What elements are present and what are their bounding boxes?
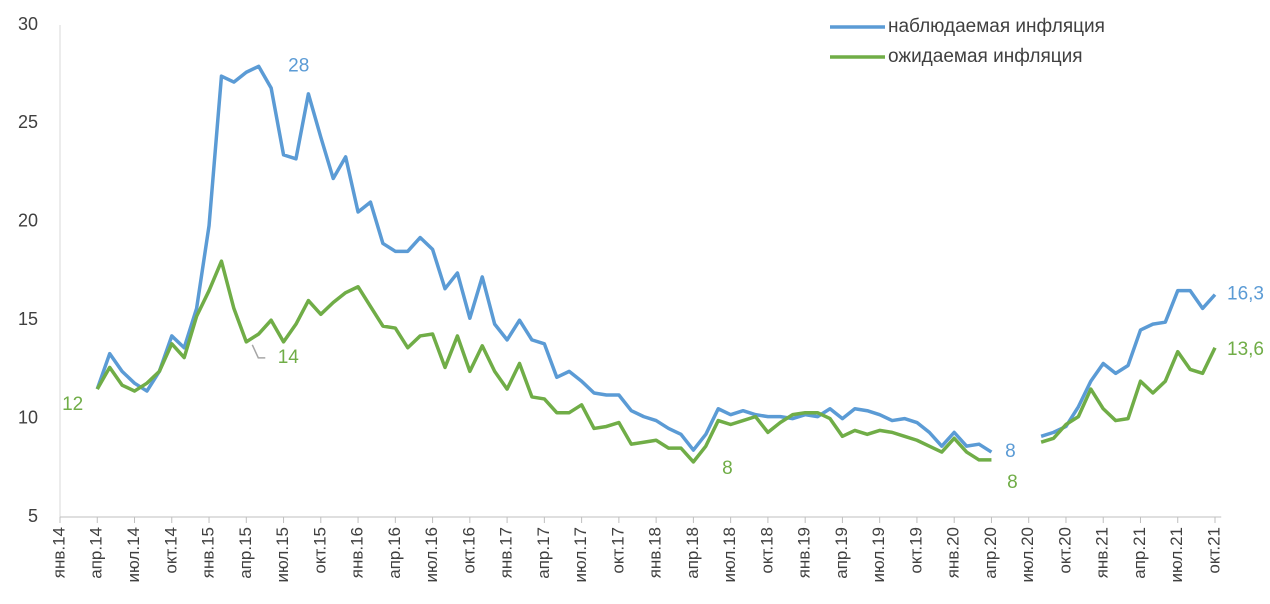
x-tick-label: июл.18 bbox=[720, 527, 739, 582]
x-tick-label: янв.15 bbox=[199, 527, 218, 578]
x-tick-label: апр.18 bbox=[683, 527, 702, 579]
data-label: 8 bbox=[1005, 441, 1016, 462]
x-tick-label: окт.21 bbox=[1204, 527, 1223, 574]
x-tick-label: окт.16 bbox=[459, 527, 478, 574]
legend-label: наблюдаемая инфляция bbox=[888, 16, 1105, 37]
x-tick-label: янв.20 bbox=[944, 527, 963, 578]
x-tick-label: июл.17 bbox=[571, 527, 590, 582]
data-label: 16,3 bbox=[1227, 284, 1264, 305]
data-label: 28 bbox=[288, 55, 309, 76]
x-tick-label: окт.18 bbox=[757, 527, 776, 574]
x-tick-label: июл.16 bbox=[422, 527, 441, 582]
x-tick-label: июл.15 bbox=[273, 527, 292, 582]
y-tick-label: 5 bbox=[28, 506, 38, 526]
data-label: 13,6 bbox=[1227, 339, 1264, 360]
x-tick-label: апр.21 bbox=[1130, 527, 1149, 579]
x-tick-label: окт.15 bbox=[310, 527, 329, 574]
x-tick-label: июл.14 bbox=[124, 527, 143, 582]
x-tick-label: апр.16 bbox=[385, 527, 404, 579]
y-tick-label: 20 bbox=[18, 211, 38, 231]
series-line bbox=[95, 64, 1217, 454]
data-label: 8 bbox=[722, 458, 733, 479]
data-label: 12 bbox=[62, 394, 83, 415]
x-tick-label: окт.20 bbox=[1055, 527, 1074, 574]
x-tick-label: июл.19 bbox=[869, 527, 888, 582]
y-tick-label: 25 bbox=[18, 112, 38, 132]
x-tick-label: апр.17 bbox=[534, 527, 553, 579]
y-tick-label: 30 bbox=[18, 14, 38, 34]
x-tick-label: июл.21 bbox=[1167, 527, 1186, 582]
x-tick-label: окт.14 bbox=[161, 527, 180, 574]
x-tick-label: янв.21 bbox=[1093, 527, 1112, 578]
x-tick-label: июл.20 bbox=[1018, 527, 1037, 582]
data-label: 8 bbox=[1007, 472, 1018, 493]
x-tick-label: янв.19 bbox=[795, 527, 814, 578]
x-tick-label: апр.20 bbox=[981, 527, 1000, 579]
x-tick-label: янв.17 bbox=[497, 527, 516, 578]
y-tick-label: 10 bbox=[18, 407, 38, 427]
x-tick-label: окт.19 bbox=[906, 527, 925, 574]
legend-label: ожидаемая инфляция bbox=[888, 46, 1083, 67]
x-tick-label: апр.15 bbox=[236, 527, 255, 579]
y-tick-label: 15 bbox=[18, 309, 38, 329]
x-tick-label: окт.17 bbox=[608, 527, 627, 574]
x-tick-label: янв.16 bbox=[348, 527, 367, 578]
x-tick-label: апр.14 bbox=[87, 527, 106, 579]
x-tick-label: апр.19 bbox=[832, 527, 851, 579]
x-tick-label: янв.18 bbox=[646, 527, 665, 578]
data-label: 14 bbox=[278, 347, 300, 368]
x-tick-label: янв.14 bbox=[49, 527, 68, 578]
series-line bbox=[95, 259, 1217, 464]
leader-line bbox=[251, 344, 266, 359]
